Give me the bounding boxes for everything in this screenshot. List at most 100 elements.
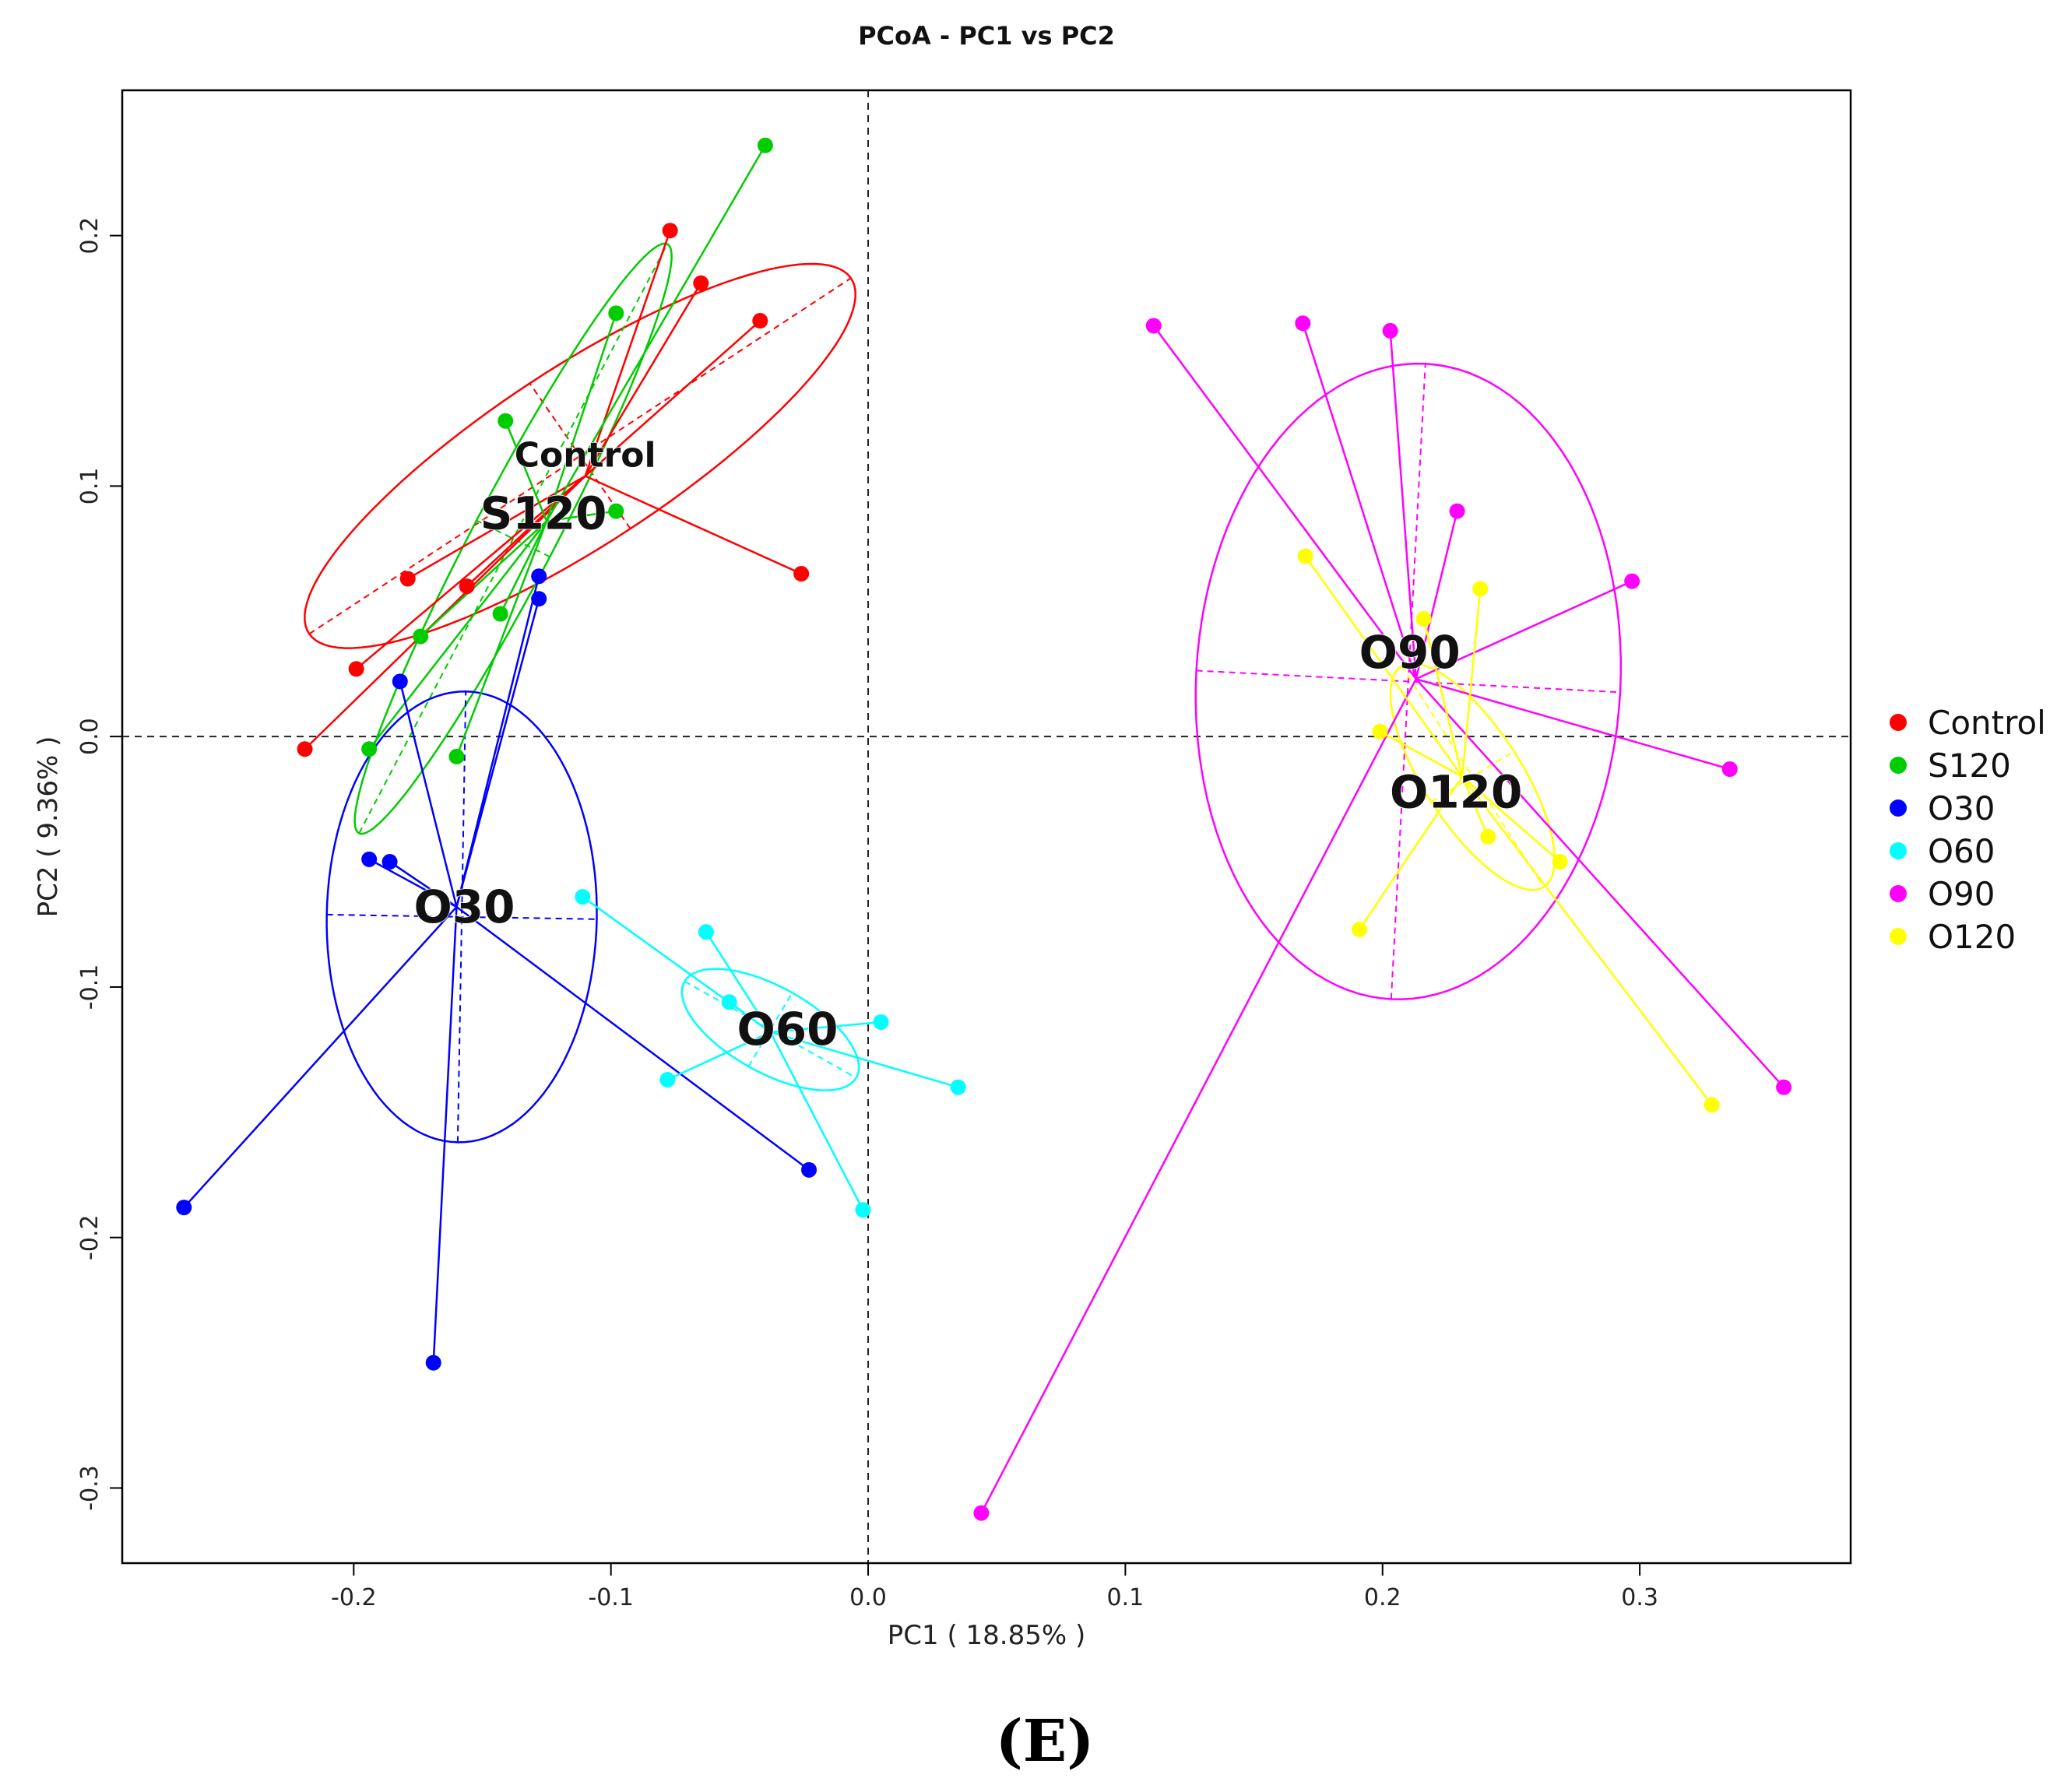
spoke-o120 — [1461, 775, 1561, 863]
point-s120 — [448, 748, 465, 764]
y-axis-title: PC2 ( 9.36% ) — [33, 736, 64, 918]
spoke-control — [584, 320, 761, 477]
legend-label-o30: O30 — [1928, 789, 1995, 827]
point-o120 — [1372, 723, 1388, 740]
chart-title: PCoA - PC1 vs PC2 — [858, 21, 1115, 51]
point-o60 — [873, 1014, 889, 1030]
legend-marker-o60 — [1890, 842, 1907, 859]
ellipse-axis-o30 — [456, 691, 467, 1143]
spoke-s120 — [546, 510, 617, 522]
point-o90 — [973, 1505, 990, 1521]
spoke-o90 — [980, 678, 1417, 1514]
group-label-o120: O120 — [1390, 766, 1522, 819]
point-s120 — [361, 741, 378, 757]
point-o60 — [855, 1202, 871, 1218]
x-tick-label: 0.0 — [849, 1584, 887, 1611]
ellipse-axis-control — [529, 382, 631, 529]
legend-label-o120: O120 — [1928, 918, 2016, 956]
spoke-o90 — [1415, 511, 1458, 680]
point-o90 — [1721, 761, 1738, 777]
point-o120 — [1472, 581, 1489, 597]
y-tick-label: 0.1 — [76, 468, 104, 505]
point-o90 — [1624, 573, 1640, 589]
spoke-o90 — [1415, 580, 1633, 680]
group-labels: Control S120 O30 O60 O90 O120 — [413, 435, 1523, 1056]
x-axis: -0.2 -0.1 0.0 0.1 0.2 0.3 — [331, 1562, 1658, 1611]
spoke-o30 — [399, 681, 458, 908]
x-tick-label: 0.2 — [1364, 1584, 1401, 1611]
point-o60 — [575, 889, 591, 905]
point-o120 — [1552, 854, 1568, 870]
point-control — [348, 661, 364, 677]
point-o120 — [1415, 610, 1432, 627]
x-tick-label: -0.1 — [588, 1584, 634, 1611]
x-tick-label: 0.1 — [1107, 1584, 1144, 1611]
point-o120 — [1297, 548, 1313, 564]
spoke-o60 — [770, 1031, 959, 1088]
ellipse-axis-o60 — [747, 992, 793, 1067]
point-s120 — [498, 413, 514, 429]
y-tick-label: 0.2 — [76, 217, 104, 255]
legend-marker-s120 — [1890, 757, 1907, 774]
point-o30 — [801, 1161, 818, 1178]
x-tick-label: -0.2 — [331, 1584, 377, 1611]
spoke-o120 — [1461, 776, 1489, 838]
point-s120 — [413, 628, 429, 645]
group-label-o30: O30 — [413, 880, 515, 933]
y-tick-label: -0.3 — [76, 1465, 104, 1511]
point-s120 — [608, 305, 624, 322]
ellipse-axis-s120 — [476, 519, 550, 558]
spoke-o60 — [705, 931, 772, 1033]
legend-label-o90: O90 — [1928, 875, 1995, 913]
spoke-o30 — [368, 858, 458, 908]
legend-marker-o120 — [1890, 928, 1907, 945]
spoke-o90 — [1302, 322, 1417, 680]
spoke-control — [584, 283, 702, 477]
spoke-o90 — [1415, 677, 1731, 771]
point-o60 — [659, 1071, 676, 1087]
point-o60 — [721, 994, 737, 1010]
spoke-o30 — [455, 905, 810, 1171]
ellipse-o90 — [1194, 362, 1623, 1000]
y-axis: -0.3 -0.2 -0.1 0.0 0.1 0.2 — [76, 217, 123, 1511]
point-o120 — [1480, 828, 1496, 845]
spoke-control — [355, 475, 586, 670]
spoke-o120 — [1358, 775, 1464, 930]
point-o30 — [176, 1200, 192, 1216]
spoke-o120 — [1379, 730, 1463, 778]
spoke-o30 — [455, 598, 540, 908]
spoke-s120 — [546, 145, 766, 522]
spoke-o90 — [1152, 325, 1417, 680]
confidence-ellipses — [304, 242, 1623, 1144]
spoke-control — [584, 230, 671, 476]
spoke-o60 — [666, 1031, 772, 1081]
point-control — [693, 275, 709, 291]
point-o90 — [1145, 318, 1162, 334]
legend-label-s120: S120 — [1928, 747, 2011, 785]
point-s120 — [492, 606, 508, 622]
point-control — [752, 313, 768, 329]
point-control — [793, 566, 810, 582]
ellipse-axis-o90 — [1390, 364, 1426, 1000]
ellipse-axis-o60 — [684, 980, 857, 1079]
point-s120 — [608, 503, 624, 519]
spoke-control — [466, 475, 586, 588]
legend-label-o60: O60 — [1928, 832, 1995, 870]
point-o30 — [531, 568, 547, 585]
sample-points — [176, 137, 1792, 1521]
spoke-s120 — [505, 420, 548, 522]
plot-frame — [121, 89, 1852, 1565]
spoke-s120 — [420, 520, 547, 638]
spoke-s120 — [499, 520, 548, 615]
group-label-s120: S120 — [480, 487, 607, 539]
point-control — [297, 741, 313, 757]
spoke-s120 — [455, 520, 548, 757]
point-o120 — [1352, 921, 1368, 937]
point-o90 — [1776, 1079, 1792, 1095]
panel-label: (E) — [996, 1708, 1094, 1775]
legend: Control S120 O30 O60 O90 O120 — [1890, 704, 2046, 956]
group-label-o90: O90 — [1359, 626, 1461, 679]
point-o90 — [1449, 503, 1465, 519]
spoke-o120 — [1461, 589, 1482, 777]
